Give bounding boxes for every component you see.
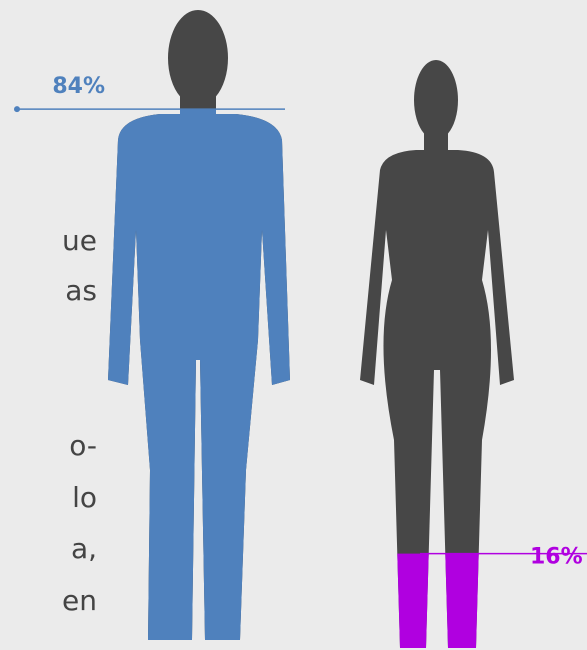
figure-fill <box>360 553 514 648</box>
body-text-line: o- <box>69 429 97 462</box>
body-text-line: a, <box>71 532 97 565</box>
value-label: 84% <box>52 74 105 99</box>
body-text-line: en <box>62 584 97 617</box>
figure <box>360 60 514 648</box>
body-text-line: ue <box>62 224 97 257</box>
body-text-line: as <box>65 274 97 307</box>
label-dot <box>14 106 20 113</box>
figure-base <box>360 60 514 648</box>
body-text: ue as o-lo a, en <box>62 224 97 617</box>
body-text-line: lo <box>72 481 97 514</box>
figure <box>108 10 290 640</box>
value-label: 16% <box>530 545 583 570</box>
figures: 84% 16% <box>14 10 587 648</box>
figure-fill <box>108 109 290 640</box>
